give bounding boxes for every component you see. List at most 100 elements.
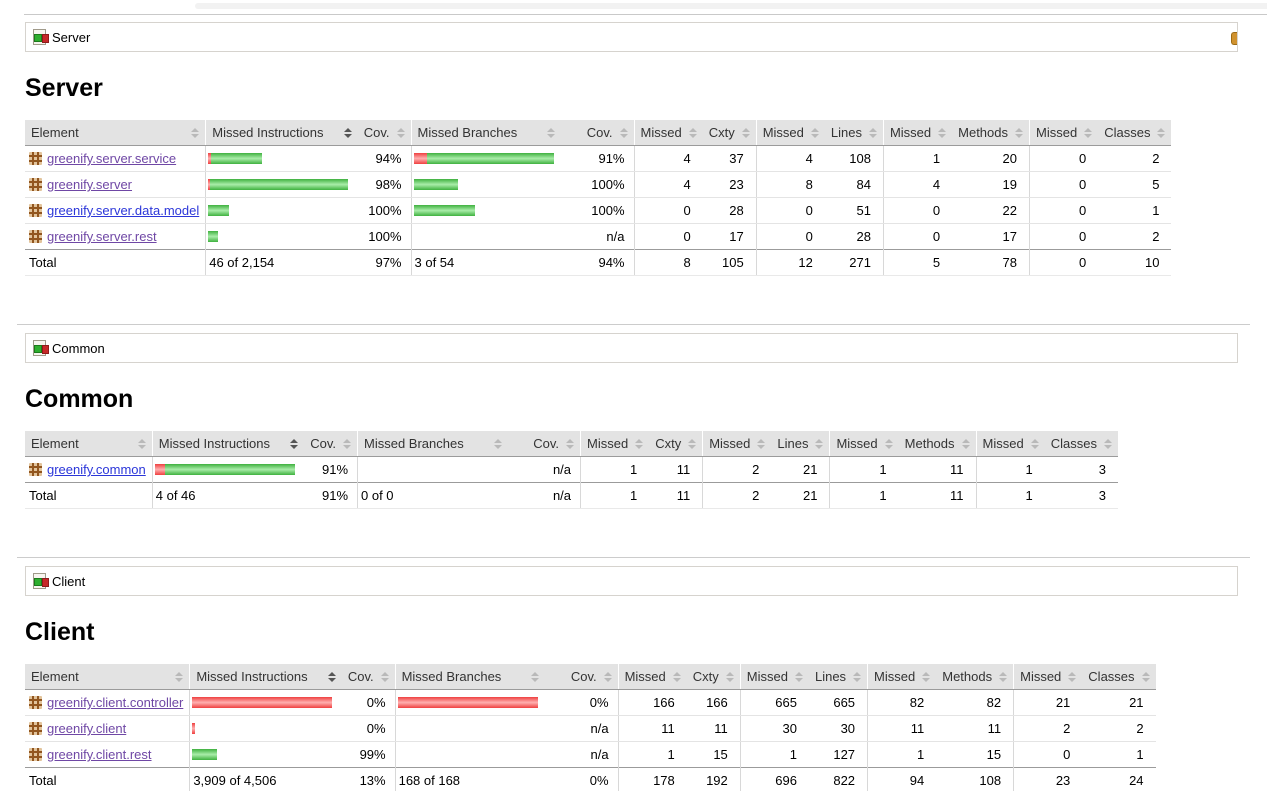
column-header-cxty[interactable]: Cxty: [686, 664, 741, 690]
coverage-bar-cell: [394, 715, 546, 742]
counter-cell: 2: [1152, 229, 1160, 244]
sessions-icon-partial[interactable]: [1231, 32, 1237, 45]
column-header-missed[interactable]: Missed: [1029, 120, 1099, 146]
column-header-missed[interactable]: Missed: [755, 120, 825, 146]
sort-icon: [175, 671, 184, 682]
column-header-cov-[interactable]: Cov.: [507, 431, 581, 457]
sort-icon: [396, 127, 405, 138]
counter-cell: 0: [1029, 223, 1099, 250]
column-header-missed[interactable]: Missed: [617, 664, 687, 690]
counter-cell: 3: [1098, 462, 1106, 477]
counter-cell: 15: [986, 747, 1002, 762]
column-header-cov-[interactable]: Cov.: [561, 120, 634, 146]
column-header-methods[interactable]: Methods: [952, 120, 1030, 146]
column-header-lines[interactable]: Lines: [824, 120, 884, 146]
column-header-missed-branches[interactable]: Missed Branches: [394, 664, 546, 690]
column-header-classes[interactable]: Classes: [1082, 664, 1156, 690]
package-link[interactable]: greenify.client.rest: [47, 747, 152, 762]
sort-desc-icon: [327, 671, 336, 682]
counter-cell: 15: [713, 747, 728, 762]
package-link[interactable]: greenify.server.service: [47, 151, 177, 166]
coverage-percent-cell: 100%: [368, 229, 402, 244]
column-header-missed[interactable]: Missed: [702, 431, 772, 457]
missed-bar-segment: [413, 153, 427, 164]
counter-cell: 11: [936, 715, 1014, 742]
total-counter-cell: 108: [936, 767, 1014, 791]
column-header-cov-[interactable]: Cov.: [341, 664, 396, 690]
counter-cell: 1: [1098, 197, 1172, 224]
column-header-methods[interactable]: Methods: [936, 664, 1014, 690]
column-header-label: Cov.: [347, 669, 374, 684]
sort-icon: [810, 127, 819, 138]
counter-cell: 82: [867, 689, 937, 716]
total-row: Total 3,909 of 4,506 13% 168 of 168 0% 178 192…: [25, 767, 1156, 791]
sort-icon: [1103, 438, 1112, 449]
column-header-cov-[interactable]: Cov.: [545, 664, 619, 690]
column-header-missed[interactable]: Missed: [829, 431, 899, 457]
counter-cell: 21: [1082, 689, 1156, 716]
package-link[interactable]: greenify.server.data.model: [47, 203, 200, 218]
package-link[interactable]: greenify.common: [47, 462, 146, 477]
column-header-missed-branches[interactable]: Missed Branches: [357, 431, 508, 457]
package-link[interactable]: greenify.client: [47, 721, 127, 736]
coverage-percent-cell: n/a: [590, 747, 609, 762]
sort-icon: [566, 438, 575, 449]
total-counter-cell: 24: [1082, 767, 1156, 791]
sort-icon: [672, 671, 681, 682]
column-header-missed-branches[interactable]: Missed Branches: [410, 120, 561, 146]
column-header-missed[interactable]: Missed: [1013, 664, 1083, 690]
column-header-cxty[interactable]: Cxty: [649, 431, 703, 457]
column-header-methods[interactable]: Methods: [898, 431, 977, 457]
sort-desc-icon: [290, 438, 299, 449]
column-header-element[interactable]: Element: [25, 120, 206, 146]
total-counter-cell: 271: [824, 249, 884, 276]
breadcrumb-label: Common: [52, 340, 105, 356]
sort-icon: [757, 438, 766, 449]
column-header-lines[interactable]: Lines: [771, 431, 830, 457]
column-header-element[interactable]: Element: [25, 431, 153, 457]
column-header-lines[interactable]: Lines: [808, 664, 868, 690]
missed-bar-segment: [208, 179, 211, 190]
column-header-missed[interactable]: Missed: [580, 431, 650, 457]
column-header-classes[interactable]: Classes: [1044, 431, 1118, 457]
column-header-missed[interactable]: Missed: [882, 120, 953, 146]
coverage-table-common: Element Missed Instructions Cov. Missed Bra…: [25, 431, 1118, 509]
total-counter-cell: 1: [580, 482, 650, 509]
column-header-label: Missed: [889, 125, 932, 140]
coverage-percent-cell: n/a: [606, 229, 625, 244]
package-link[interactable]: greenify.server.rest: [47, 229, 157, 244]
sort-icon: [619, 127, 628, 138]
column-header-label: Missed: [836, 436, 878, 451]
column-header-missed[interactable]: Missed: [975, 431, 1045, 457]
counter-cell: 127: [833, 747, 856, 762]
counter-cell: 2: [1013, 715, 1083, 742]
column-header-label: Cov.: [586, 125, 613, 140]
sort-icon: [999, 671, 1008, 682]
column-header-missed[interactable]: Missed: [633, 120, 703, 146]
total-ratio-cell: 168 of 168: [394, 767, 546, 791]
column-header-cov-[interactable]: Cov.: [304, 431, 358, 457]
breadcrumb: Server: [25, 22, 1238, 52]
column-header-label: Cxty: [655, 436, 682, 451]
column-header-label: Cov.: [310, 436, 337, 451]
column-header-missed[interactable]: Missed: [867, 664, 937, 690]
total-ratio-cell: 3,909 of 4,506: [189, 767, 342, 791]
package-link[interactable]: greenify.server: [47, 177, 133, 192]
column-header-label: Missed: [640, 125, 682, 140]
column-header-cxty[interactable]: Cxty: [702, 120, 757, 146]
total-counter-cell: 192: [686, 767, 741, 791]
coverage-bar-cell: [189, 741, 342, 768]
sort-icon: [1084, 127, 1093, 138]
column-header-classes[interactable]: Classes: [1098, 120, 1172, 146]
sort-icon: [741, 127, 750, 138]
column-header-cov-[interactable]: Cov.: [357, 120, 411, 146]
element-cell: greenify.client.rest: [25, 742, 190, 768]
column-header-missed[interactable]: Missed: [739, 664, 809, 690]
breadcrumb: Client: [25, 566, 1238, 596]
column-header-element[interactable]: Element: [25, 664, 190, 690]
column-header-missed-instructions[interactable]: Missed Instructions: [151, 431, 305, 457]
counter-cell: 37: [702, 145, 757, 172]
package-link[interactable]: greenify.client.controller: [47, 695, 184, 710]
column-header-missed-instructions[interactable]: Missed Instructions: [189, 664, 342, 690]
column-header-missed-instructions[interactable]: Missed Instructions: [205, 120, 358, 146]
